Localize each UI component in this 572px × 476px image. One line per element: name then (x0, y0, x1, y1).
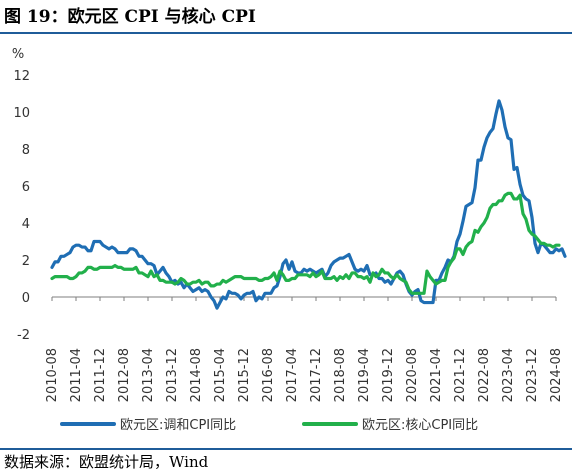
y-tick-label: 12 (13, 69, 30, 84)
y-unit-label: % (12, 47, 24, 62)
figure-title: 图 19：欧元区 CPI 与核心 CPI (4, 7, 256, 27)
x-tick-label: 2017-12 (309, 348, 324, 402)
y-tick-label: 0 (22, 291, 30, 306)
x-tick-label: 2023-04 (501, 348, 516, 402)
y-tick-label: 10 (13, 106, 30, 121)
series-lines (50, 99, 567, 310)
x-tick-label: 2023-12 (525, 348, 540, 402)
line-chart: % -2 0 2 4 6 8 10 12 2010-08 2011-04 2011-12 2012-0… (12, 47, 567, 433)
source-note: 数据来源：欧盟统计局，Wind (4, 453, 209, 471)
chart-axes (51, 296, 557, 301)
chart-legend: 欧元区:调和CPI同比 欧元区:核心CPI同比 (60, 418, 478, 433)
x-tick-label: 2018-08 (333, 348, 348, 402)
core-cpi-series-line (50, 191, 561, 295)
x-tick-label: 2013-12 (165, 348, 180, 402)
source-rule (0, 448, 572, 450)
hicp-series-line (50, 99, 567, 310)
x-tick-label: 2022-08 (477, 348, 492, 402)
x-tick-label: 2016-08 (261, 348, 276, 402)
y-tick-label: 2 (22, 254, 30, 269)
x-tick-label: 2021-12 (453, 348, 468, 402)
x-tick-label: 2019-04 (357, 348, 372, 402)
x-tick-label: 2019-12 (381, 348, 396, 402)
x-tick-label: 2010-08 (45, 348, 60, 402)
x-tick-label: 2014-08 (189, 348, 204, 402)
y-tick-label: -2 (17, 328, 30, 343)
y-tick-label: 4 (22, 217, 30, 232)
x-tick-label: 2011-04 (69, 348, 84, 402)
x-tick-label: 2020-08 (405, 348, 420, 402)
x-tick-label: 2017-04 (285, 348, 300, 402)
x-tick-labels: 2010-08 2011-04 2011-12 2012-08 2013-04 2013-… (45, 348, 564, 402)
x-tick-label: 2011-12 (93, 348, 108, 402)
x-tick-label: 2015-04 (213, 348, 228, 402)
legend-label-core-cpi: 欧元区:核心CPI同比 (362, 418, 478, 433)
title-rule (0, 32, 572, 34)
x-tick-label: 2024-08 (549, 348, 564, 402)
x-tick-label: 2015-12 (237, 348, 252, 402)
x-tick-label: 2021-04 (429, 348, 444, 402)
x-tick-label: 2012-08 (117, 348, 132, 402)
x-tick-label: 2013-04 (141, 348, 156, 402)
y-tick-labels: % -2 0 2 4 6 8 10 12 (12, 47, 30, 343)
legend-label-hicp: 欧元区:调和CPI同比 (120, 418, 236, 433)
y-tick-label: 6 (22, 180, 30, 195)
y-tick-label: 8 (22, 143, 30, 158)
